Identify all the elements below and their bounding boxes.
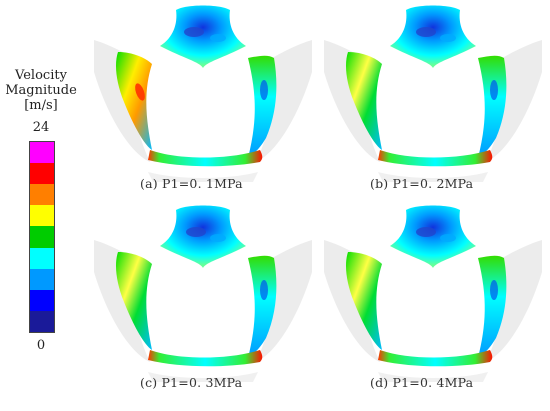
legend-title-line-2: Magnitude: [5, 83, 77, 98]
colorbar-band: [30, 163, 54, 185]
legend-title-line-3: [m/s]: [24, 98, 58, 113]
legend-title: Velocity Magnitude [m/s]: [0, 68, 82, 113]
velocity-contour-figure: [324, 5, 542, 182]
colorbar-band: [30, 142, 54, 164]
colorbar-band: [30, 310, 54, 332]
velocity-contour-figure: [94, 205, 312, 382]
caption-b: (b) P1=0. 2MPa: [370, 176, 474, 191]
legend-min-value: 0: [36, 338, 46, 353]
velocity-contour-figure: [94, 5, 312, 182]
velocity-contour-figure: [324, 205, 542, 382]
colorbar-band: [30, 289, 54, 311]
contour-panel-c: [88, 202, 318, 382]
contour-panel-b: [318, 2, 548, 182]
caption-a: (a) P1=0. 1MPa: [140, 176, 243, 191]
colorbar-band: [30, 184, 54, 206]
colorbar-band: [30, 247, 54, 269]
legend-title-line-1: Velocity: [15, 68, 67, 83]
colorbar-band: [30, 268, 54, 290]
velocity-colorbar: [29, 141, 55, 333]
caption-c: (c) P1=0. 3MPa: [140, 375, 243, 390]
colorbar-band: [30, 226, 54, 248]
caption-d: (d) P1=0. 4MPa: [370, 375, 474, 390]
contour-panel-a: [88, 2, 318, 182]
contour-panel-d: [318, 202, 548, 382]
legend-max-value: 24: [32, 120, 50, 135]
colorbar-band: [30, 205, 54, 227]
